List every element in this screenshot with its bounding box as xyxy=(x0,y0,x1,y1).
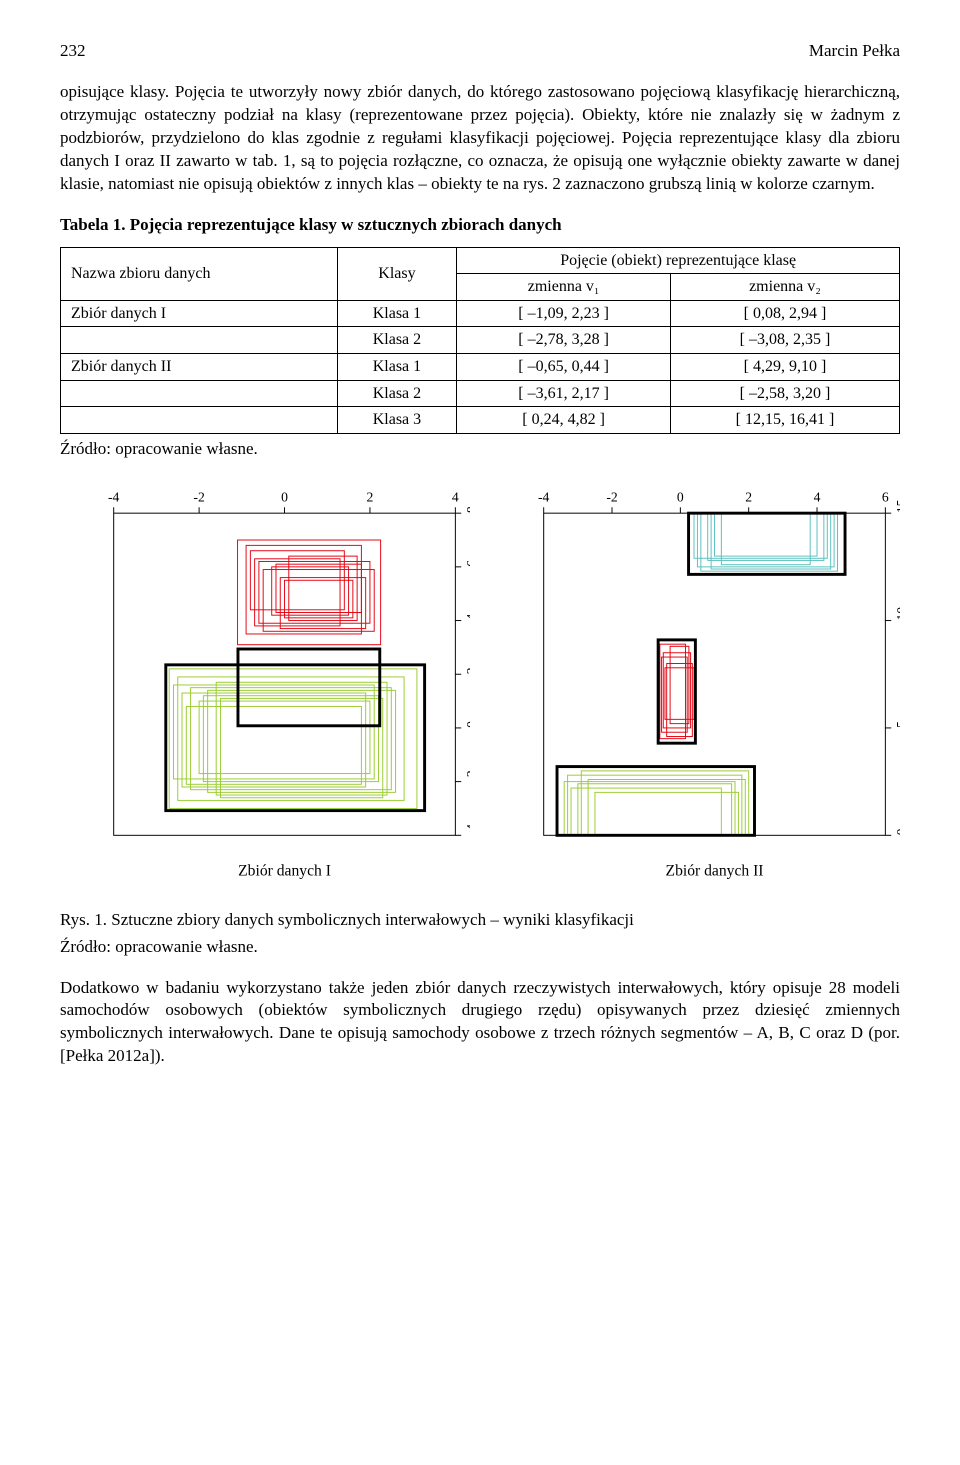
table-1: Nazwa zbioru danych Klasy Pojęcie (obiek… xyxy=(60,247,900,434)
svg-text:6: 6 xyxy=(882,489,889,504)
svg-text:-2: -2 xyxy=(193,489,205,504)
svg-text:-4: -4 xyxy=(108,489,120,504)
col-header-klasy: Klasy xyxy=(337,247,457,300)
table-1-caption: Tabela 1. Pojęcia reprezentujące klasy w… xyxy=(60,214,900,237)
figure-1-source: Źródło: opracowanie własne. xyxy=(60,936,900,959)
page-header: 232 Marcin Pełka xyxy=(60,40,900,63)
svg-text:-2: -2 xyxy=(606,489,618,504)
svg-text:0: 0 xyxy=(677,489,684,504)
chart-1: -4 -2 0 2 4 -4 -2 0 2 4 6 8 Zbiór danych I xyxy=(60,479,470,889)
table-row: Zbiór danych IKlasa 1[ –1,09, 2,23 ][ 0,… xyxy=(61,300,900,327)
svg-text:0: 0 xyxy=(281,489,288,504)
page-number: 232 xyxy=(60,40,86,63)
svg-text:5: 5 xyxy=(894,721,900,728)
table-1-caption-text: Tabela 1. Pojęcia reprezentujące klasy w… xyxy=(60,215,562,234)
svg-text:Zbiór danych I: Zbiór danych I xyxy=(238,862,331,879)
svg-text:10: 10 xyxy=(894,606,900,620)
svg-text:0: 0 xyxy=(464,721,470,728)
paragraph-2: Dodatkowo w badaniu wykorzystano także j… xyxy=(60,977,900,1069)
paragraph-1: opisujące klasy. Pojęcia te utworzyły no… xyxy=(60,81,900,196)
svg-text:-4: -4 xyxy=(464,823,470,835)
svg-text:0: 0 xyxy=(894,828,900,835)
svg-text:4: 4 xyxy=(814,489,821,504)
svg-text:-4: -4 xyxy=(538,489,550,504)
page-author: Marcin Pełka xyxy=(809,40,900,63)
svg-text:4: 4 xyxy=(452,489,459,504)
svg-text:-2: -2 xyxy=(464,770,470,782)
svg-text:8: 8 xyxy=(464,506,470,513)
svg-text:Zbiór danych II: Zbiór danych II xyxy=(666,862,764,879)
table-row: Klasa 2[ –3,61, 2,17 ][ –2,58, 3,20 ] xyxy=(61,380,900,407)
table-row: Klasa 2[ –2,78, 3,28 ][ –3,08, 2,35 ] xyxy=(61,327,900,354)
svg-text:2: 2 xyxy=(464,667,470,674)
chart-2: -4 -2 0 2 4 6 0 5 10 15 Zbiór danych II xyxy=(490,479,900,889)
table-row: Nazwa zbioru danych Klasy Pojęcie (obiek… xyxy=(61,247,900,274)
svg-text:6: 6 xyxy=(464,560,470,567)
table-1-source: Źródło: opracowanie własne. xyxy=(60,438,900,461)
svg-text:2: 2 xyxy=(367,489,374,504)
svg-text:15: 15 xyxy=(894,499,900,513)
col-header-name: Nazwa zbioru danych xyxy=(61,247,338,300)
col-header-pojecie: Pojęcie (obiekt) reprezentujące klasę xyxy=(457,247,900,274)
figure-1: -4 -2 0 2 4 -4 -2 0 2 4 6 8 Zbiór danych I -4 -2 0 2 4 6 0… xyxy=(60,479,900,889)
col-header-v1: zmienna v₁ xyxy=(457,274,671,301)
svg-text:4: 4 xyxy=(464,613,470,620)
table-row: Klasa 3[ 0,24, 4,82 ][ 12,15, 16,41 ] xyxy=(61,407,900,434)
figure-1-caption: Rys. 1. Sztuczne zbiory danych symbolicz… xyxy=(60,909,900,932)
table-row: Zbiór danych IIKlasa 1[ –0,65, 0,44 ][ 4… xyxy=(61,353,900,380)
svg-text:2: 2 xyxy=(745,489,752,504)
col-header-v2: zmienna v₂ xyxy=(670,274,899,301)
